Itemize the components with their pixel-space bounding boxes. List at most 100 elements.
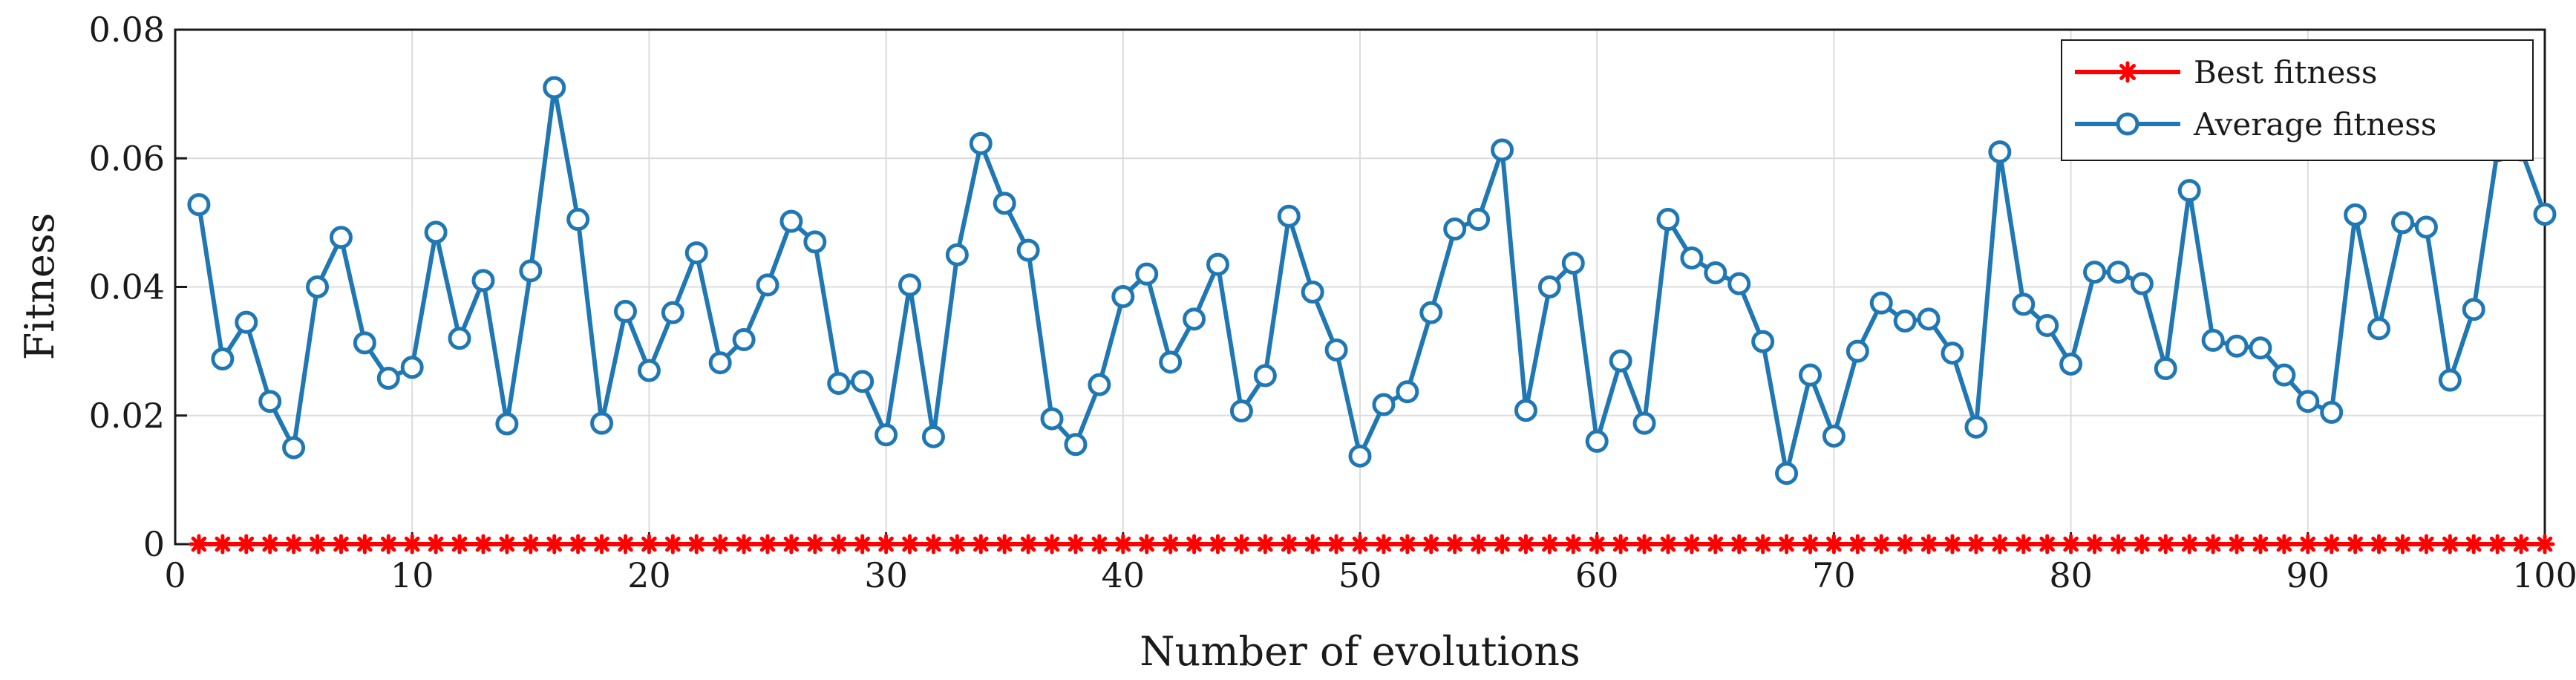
best-fitness-point [615, 534, 635, 555]
average-fitness-point [471, 269, 495, 292]
best-fitness-point [828, 534, 849, 555]
best-fitness-point [1895, 534, 1915, 555]
best-fitness-point [425, 534, 446, 555]
average-fitness-point [1301, 280, 1324, 304]
y-tick-label: 0.06 [89, 138, 165, 178]
best-fitness-point [757, 534, 778, 555]
average-fitness-point [945, 243, 969, 267]
average-fitness-point [1585, 429, 1609, 453]
average-fitness-point [306, 275, 330, 298]
best-fitness-point [1847, 534, 1868, 555]
average-fitness-point [2154, 357, 2177, 381]
best-fitness-point [402, 534, 422, 555]
average-fitness-point [424, 220, 448, 244]
legend-box [2061, 39, 2534, 161]
legend-average-fitness-marker [2116, 112, 2139, 136]
average-fitness-point [2272, 363, 2296, 387]
best-fitness-point [1539, 534, 1560, 555]
average-fitness-point [1206, 252, 1229, 276]
best-fitness-point [2179, 534, 2200, 555]
best-fitness-point [900, 534, 921, 555]
average-fitness-point [1396, 380, 1419, 404]
best-fitness-point [2108, 534, 2128, 555]
average-fitness-point [1514, 399, 1537, 422]
average-fitness-point [329, 226, 353, 249]
average-fitness-point [827, 371, 851, 395]
best-fitness-point [994, 534, 1015, 555]
average-fitness-point [1751, 330, 1775, 353]
legend-best-fitness-asterisk [2116, 61, 2139, 83]
average-fitness-point [211, 347, 235, 371]
best-fitness-point [2013, 534, 2034, 555]
average-fitness-point [1491, 138, 1514, 162]
best-fitness-point [592, 534, 612, 555]
best-fitness-point [1042, 534, 1062, 555]
average-fitness-point [1419, 301, 1443, 324]
best-fitness-point [1705, 534, 1726, 555]
average-fitness-point [1253, 364, 1277, 388]
best-fitness-point [2369, 534, 2390, 555]
average-fitness-point [1609, 349, 1632, 373]
average-fitness-point [2296, 390, 2320, 413]
best-fitness-point [189, 534, 209, 555]
best-fitness-point [1302, 534, 1323, 555]
average-fitness-point [2012, 292, 2036, 316]
best-fitness-point [2511, 534, 2531, 555]
best-fitness-point [2085, 534, 2105, 555]
average-fitness-point [1040, 407, 1064, 431]
best-fitness-point [710, 534, 730, 555]
best-fitness-point [1278, 534, 1299, 555]
average-fitness-point [543, 76, 566, 99]
average-fitness-point [187, 193, 211, 217]
average-fitness-point [2130, 272, 2154, 295]
average-fitness-point [1372, 393, 1396, 416]
average-fitness-point [495, 412, 519, 436]
y-tick-label: 0.02 [89, 396, 165, 436]
average-fitness-point [613, 299, 637, 323]
best-fitness-point [1729, 534, 1750, 555]
best-fitness-point [1350, 534, 1370, 555]
average-fitness-point [1561, 251, 1585, 275]
best-fitness-point [1610, 534, 1631, 555]
best-fitness-point [260, 534, 281, 555]
best-fitness-point [307, 534, 328, 555]
best-fitness-point [449, 534, 470, 555]
best-fitness-point [1871, 534, 1892, 555]
average-fitness-point [993, 192, 1016, 215]
y-tick-label: 0.08 [89, 10, 165, 50]
average-fitness-point [2462, 298, 2485, 321]
best-fitness-point [2226, 534, 2247, 555]
best-fitness-point [1563, 534, 1583, 555]
best-fitness-point [544, 534, 565, 555]
best-fitness-point [1397, 534, 1418, 555]
best-fitness-point [2416, 534, 2436, 555]
axis-ticks: 0 10 20 30 40 50 60 70 80 90 100 0 0.02 0.04 0.06 0.08 [89, 10, 2576, 595]
best-fitness-point [1421, 534, 1442, 555]
best-fitness-point [2155, 534, 2176, 555]
best-fitness-point [1207, 534, 1228, 555]
best-fitness-point [2274, 534, 2295, 555]
best-fitness-point [2392, 534, 2413, 555]
x-tick-label: 90 [2286, 555, 2330, 595]
average-fitness-point [637, 359, 661, 382]
x-tick-label: 50 [1338, 555, 1382, 595]
legend-average-fitness-label: Average fitness [2193, 106, 2436, 143]
average-fitness-point [1964, 415, 1988, 439]
best-fitness-point [1445, 534, 1465, 555]
best-fitness-point [2037, 534, 2058, 555]
best-fitness-point [236, 534, 257, 555]
average-fitness-point [1443, 218, 1467, 241]
x-tick-label: 10 [390, 555, 434, 595]
average-fitness-point [282, 436, 306, 460]
average-fitness-point [1846, 339, 1869, 363]
best-fitness-point [781, 534, 802, 555]
best-fitness-point [1468, 534, 1489, 555]
average-fitness-point [1893, 309, 1917, 333]
average-fitness-point [1798, 363, 1822, 387]
best-fitness-point [330, 534, 351, 555]
average-fitness-point [235, 310, 258, 334]
average-fitness-point [1727, 272, 1751, 295]
best-fitness-point [1942, 534, 1963, 555]
best-fitness-point [1137, 534, 1157, 555]
